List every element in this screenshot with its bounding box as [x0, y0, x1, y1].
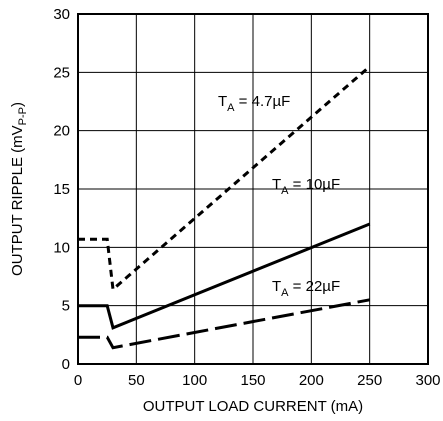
- y-tick-label: 30: [53, 6, 70, 23]
- y-tick-label: 20: [53, 123, 70, 140]
- x-axis-label: OUTPUT LOAD CURRENT (mA): [143, 398, 363, 415]
- x-tick-label: 0: [74, 372, 82, 389]
- series-label-10uf: TA = 10µF: [272, 176, 340, 197]
- plot-frame: [77, 13, 429, 365]
- series-layer: [78, 65, 371, 350]
- series-label-22uf: TA = 22µF: [272, 278, 340, 299]
- x-tick-label: 200: [299, 372, 324, 389]
- x-tick-label: 100: [182, 372, 207, 389]
- x-tick-label: 250: [357, 372, 382, 389]
- x-tick-label: 300: [415, 372, 440, 389]
- y-tick-label: 25: [53, 64, 70, 81]
- x-tick-label: 150: [240, 372, 265, 389]
- y-tick-label: 5: [62, 298, 70, 315]
- grid-layer: [78, 14, 428, 364]
- tick-layer: 0 50 100 150 200 250 300 0 5 10 15 20 25 30: [53, 6, 440, 389]
- series-label-4-7uf: TA = 4.7µF: [218, 93, 290, 114]
- series-line-1: [78, 222, 371, 330]
- y-tick-label: 10: [53, 239, 70, 256]
- series-line-0: [78, 65, 371, 293]
- y-axis-label: OUTPUT RIPPLE (mVP-P): [9, 102, 29, 276]
- y-tick-label: 0: [62, 356, 70, 373]
- y-tick-label: 15: [53, 181, 70, 198]
- x-tick-label: 50: [128, 372, 145, 389]
- series-line-2: [78, 298, 370, 350]
